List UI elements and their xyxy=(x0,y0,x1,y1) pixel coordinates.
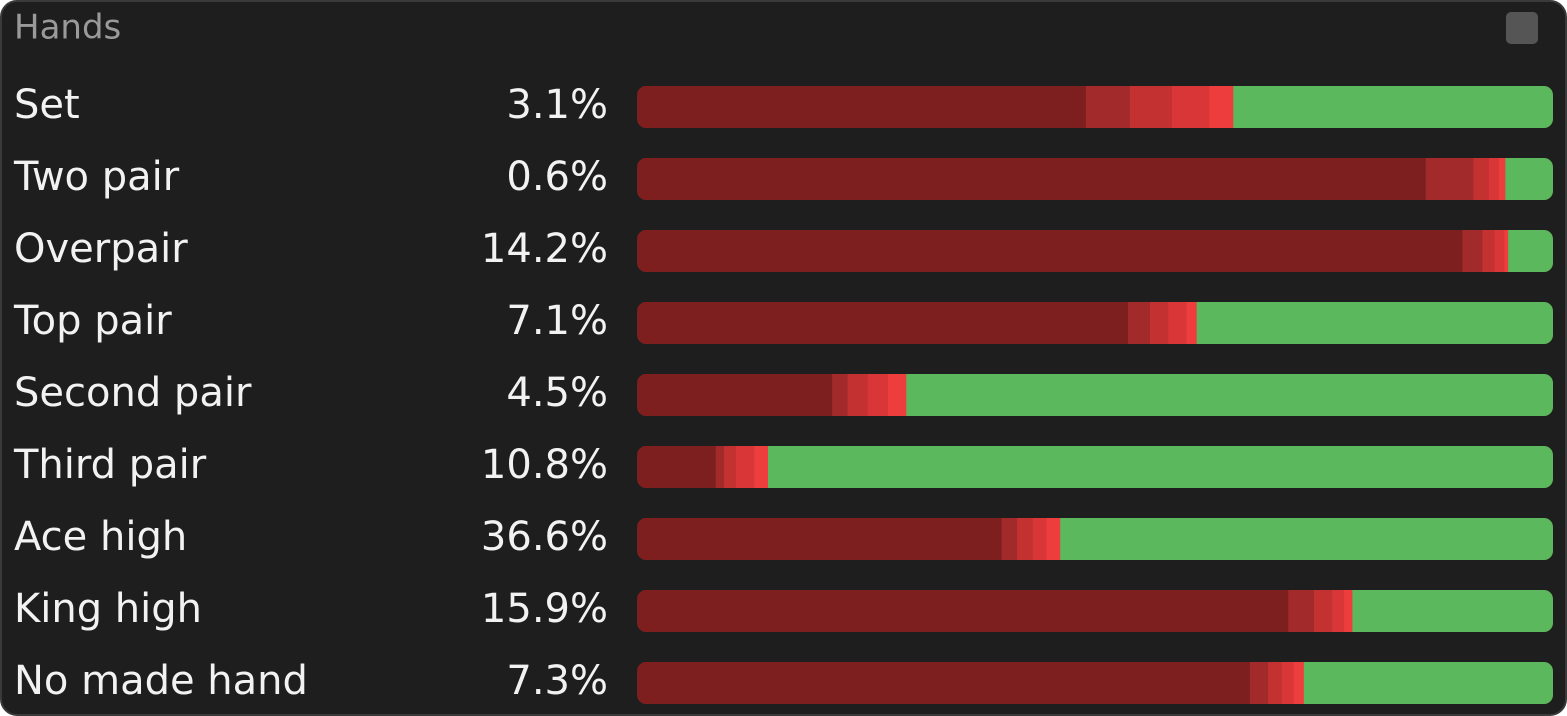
rows: Set 3.1% Two pair 0.6% Overpair 14.2% Top pair… xyxy=(13,82,1553,704)
bar-segment xyxy=(1017,518,1034,560)
bar-segment xyxy=(832,374,849,416)
bar-segment xyxy=(1001,518,1018,560)
stacked-bar xyxy=(637,158,1553,200)
stacked-bar xyxy=(637,302,1553,344)
row-percent: 0.6% xyxy=(506,154,608,200)
bar-segment xyxy=(867,374,889,416)
bar-segment xyxy=(906,374,1553,416)
bar-segment xyxy=(637,230,1463,272)
bar-segment xyxy=(1129,86,1173,128)
row-percent: 7.1% xyxy=(506,298,608,344)
stacked-bar xyxy=(637,518,1553,560)
bar-segment xyxy=(1494,230,1505,272)
bar-segment xyxy=(637,662,1251,704)
bar-segment xyxy=(1344,590,1353,632)
row-percent: 7.3% xyxy=(506,658,608,704)
row-percent: 10.8% xyxy=(481,442,608,488)
bar-segment xyxy=(715,446,725,488)
bar-segment xyxy=(637,86,1087,128)
bar-segment xyxy=(1186,302,1198,344)
bar-segment xyxy=(1462,230,1483,272)
bar-segment xyxy=(1268,662,1283,704)
bar-segment xyxy=(637,374,833,416)
row-percent: 36.6% xyxy=(481,514,608,560)
stacked-bar xyxy=(637,230,1553,272)
row-label: Second pair xyxy=(14,370,252,416)
bar-segment xyxy=(1288,590,1315,632)
bar-segment xyxy=(1060,518,1553,560)
bar-segment xyxy=(847,374,869,416)
bar-segment xyxy=(637,302,1129,344)
bar-segment xyxy=(1209,86,1234,128)
stacked-bar xyxy=(637,446,1553,488)
bar-segment xyxy=(1281,662,1295,704)
bar-segment xyxy=(1313,590,1333,632)
row-label: Two pair xyxy=(13,154,180,200)
row-percent: 3.1% xyxy=(506,82,608,128)
bar-segment xyxy=(1293,662,1305,704)
bar-segment xyxy=(637,158,1427,200)
bar-segment xyxy=(1196,302,1553,344)
bar-segment xyxy=(1171,86,1210,128)
row-label: Third pair xyxy=(13,442,207,488)
row-label: Overpair xyxy=(14,226,188,272)
row-label: King high xyxy=(14,586,202,632)
row-percent: 4.5% xyxy=(506,370,608,416)
bar-segment xyxy=(637,590,1289,632)
bar-segment xyxy=(1473,158,1490,200)
bar-segment xyxy=(1508,230,1553,272)
stacked-bar xyxy=(637,590,1553,632)
row-label: Set xyxy=(14,82,80,128)
bar-segment xyxy=(1504,230,1509,272)
stacked-bar xyxy=(637,662,1553,704)
row-label: Ace high xyxy=(14,514,187,560)
bar-segment xyxy=(724,446,737,488)
bar-segment xyxy=(754,446,769,488)
bar-segment xyxy=(637,446,717,488)
bar-segment xyxy=(1303,662,1553,704)
bar-segment xyxy=(1032,518,1047,560)
row-label: No made hand xyxy=(14,658,308,704)
bar-segment xyxy=(637,518,1003,560)
panel-title: Hands xyxy=(14,8,121,48)
bar-segment xyxy=(887,374,907,416)
bar-segment xyxy=(1085,86,1131,128)
bar-segment xyxy=(1168,302,1188,344)
bar-segment xyxy=(735,446,755,488)
panel-toggle[interactable] xyxy=(1506,12,1538,44)
row-percent: 15.9% xyxy=(481,586,608,632)
bar-segment xyxy=(1498,158,1506,200)
bar-segment xyxy=(1505,158,1553,200)
bar-segment xyxy=(1046,518,1061,560)
bar-segment xyxy=(1127,302,1151,344)
row-label: Top pair xyxy=(13,298,172,344)
bar-segment xyxy=(1482,230,1495,272)
bar-segment xyxy=(1352,590,1553,632)
stacked-bar xyxy=(637,86,1553,128)
bar-segment xyxy=(1425,158,1474,200)
bar-segment xyxy=(1332,590,1345,632)
bar-segment xyxy=(1233,86,1553,128)
bar-segment xyxy=(767,446,1553,488)
stacked-bar xyxy=(637,374,1553,416)
row-percent: 14.2% xyxy=(481,226,608,272)
bar-segment xyxy=(1149,302,1169,344)
bar-segment xyxy=(1249,662,1269,704)
bar-segment xyxy=(1488,158,1500,200)
